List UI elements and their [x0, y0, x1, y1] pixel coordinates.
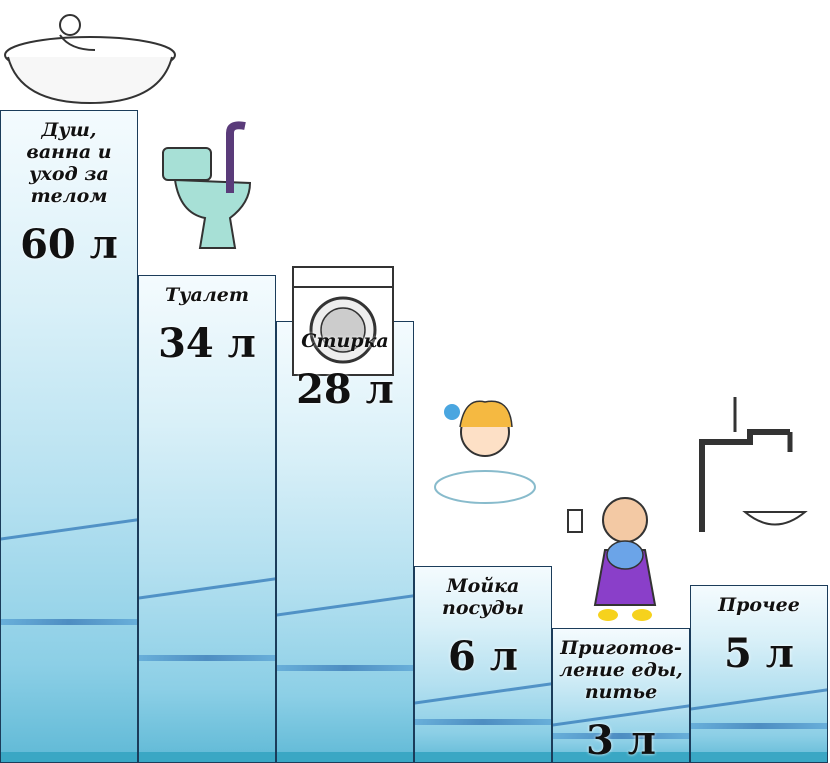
- bar-shower: Душ, ванна и уход за телом 60 л: [0, 110, 138, 763]
- bar-value-label: 6 л: [448, 633, 518, 681]
- bar-cooking: Приготов- ление еды, питье 3 л: [552, 628, 690, 763]
- bar-label: Мойка посуды: [442, 575, 524, 620]
- bar-other: Прочее 5 л: [690, 584, 828, 763]
- bar-value-label: 60 л: [20, 221, 118, 268]
- bar-value-label: 28 л: [296, 366, 394, 414]
- bathtub-icon: [4, 14, 176, 105]
- dishwashing-girl-icon: [434, 400, 536, 504]
- cooking-girl-icon: [567, 497, 657, 621]
- bar-label: Прочее: [718, 593, 800, 616]
- bar-dishes: Мойка посуды 6 л: [414, 566, 552, 763]
- bar-laundry: Стирка 28 л: [276, 321, 414, 763]
- bar-value-label: 3 л: [586, 717, 656, 763]
- washing-machine-icon: [292, 266, 394, 376]
- toilet-icon: [162, 121, 252, 249]
- bar-value-label: 34 л: [158, 319, 256, 367]
- bar-value-label: 5 л: [724, 629, 794, 677]
- bar-toilet: Туалет 34 л: [138, 274, 276, 763]
- bar-label: Туалет: [165, 283, 249, 306]
- bar-label: Душ, ванна и уход за телом: [26, 119, 112, 207]
- bar-label: Приготов- ление еды, питье: [559, 637, 683, 703]
- bar-label: Стирка: [301, 330, 389, 353]
- water-tap-icon: [699, 397, 808, 532]
